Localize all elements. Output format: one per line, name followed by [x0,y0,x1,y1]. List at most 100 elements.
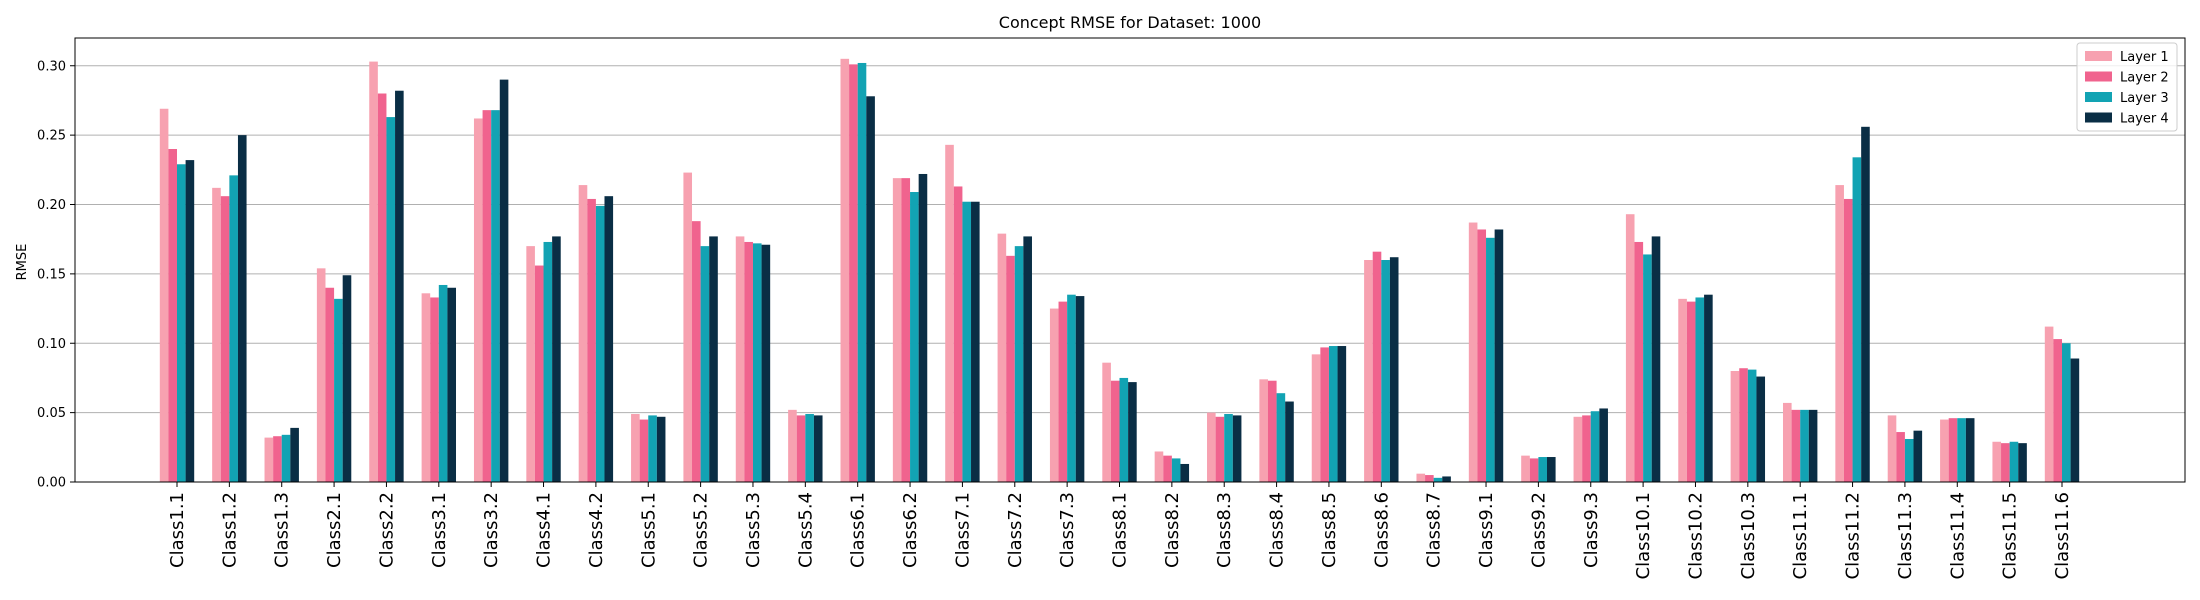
bar-Class7.3-layer-3 [1067,294,1076,482]
x-tick-label: Class8.4 [1267,492,1288,568]
bar-Class11.5-layer-1 [1992,441,2002,482]
legend-box [2076,42,2178,132]
bar-Class5.2-layer-3 [700,246,710,482]
bar-Class8.2-layer-1 [1154,451,1164,482]
bar-Class5.3-layer-3 [752,243,762,482]
bar-Class3.1-layer-3 [438,284,448,482]
bar-Class11.6-layer-3 [2062,343,2071,482]
bar-Class6.2-layer-4 [918,173,928,482]
x-tick-label: Class5.3 [743,492,764,568]
legend-label: Layer 2 [2120,71,2169,86]
bar-Class8.7-layer-4 [1442,476,1451,482]
legend-label: Layer 4 [2120,112,2169,127]
bar-Class1.3-layer-1 [264,437,274,482]
bar-Class5.3-layer-2 [744,241,753,482]
bar-Class7.3-layer-4 [1075,296,1085,482]
bar-Class6.1-layer-2 [849,64,858,483]
bar-Class7.1-layer-2 [953,186,963,482]
bar-Class1.3-layer-4 [290,427,299,482]
bar-Class8.5-layer-4 [1337,346,1347,482]
x-tick-label: Class8.5 [1319,492,1340,568]
bar-Class1.2-layer-2 [220,196,230,483]
x-tick-label: Class11.2 [1843,492,1864,579]
bar-Class8.5-layer-3 [1328,346,1338,482]
bar-Class2.1-layer-3 [334,298,343,482]
bar-Class6.2-layer-1 [892,178,902,482]
bar-Class8.3-layer-3 [1224,414,1233,482]
bar-Class10.1-layer-1 [1625,214,1635,482]
x-tick-label: Class7.3 [1057,492,1078,568]
bar-Class10.1-layer-4 [1651,236,1661,482]
bar-Class9.2-layer-1 [1521,455,1530,482]
legend-label: Layer 3 [2120,91,2169,106]
y-tick-label: 0.20 [37,198,66,213]
bar-Class8.6-layer-4 [1389,257,1399,482]
bar-Class10.3-layer-1 [1730,371,1740,482]
bar-Class11.1-layer-1 [1782,402,1792,482]
bar-Class1.2-layer-3 [229,175,238,483]
bar-Class8.2-layer-4 [1180,463,1190,482]
bar-Class2.2-layer-1 [369,61,378,483]
bar-Class7.2-layer-4 [1023,236,1032,482]
bar-Class7.3-layer-2 [1058,301,1068,482]
bar-Class4.2-layer-4 [604,196,614,483]
bar-Class8.7-layer-1 [1416,473,1426,482]
bar-Class5.4-layer-3 [805,414,814,482]
y-tick-label: 0.15 [37,267,66,282]
legend: Layer 1 Layer 2 Layer 3 Layer 4 [2076,42,2178,132]
bar-Class10.3-layer-4 [1756,376,1766,482]
bar-Class2.1-layer-1 [316,268,326,482]
bar-Class2.2-layer-3 [386,117,396,483]
bar-Class8.1-layer-4 [1128,382,1137,482]
bar-Class5.4-layer-2 [796,415,806,482]
bar-Class6.1-layer-4 [866,96,875,483]
x-tick-label: Class1.1 [167,492,188,568]
bar-Class5.1-layer-4 [656,416,666,482]
bar-Class4.2-layer-1 [578,185,588,482]
y-tick-label: 0.10 [37,337,66,352]
bar-Class9.1-layer-1 [1468,222,1478,482]
bar-Class11.4-layer-2 [1948,418,1958,482]
bar-Class7.1-layer-1 [945,144,954,482]
bar-Class11.4-layer-3 [1957,418,1966,482]
bar-Class11.2-layer-3 [1852,157,1862,482]
bar-Class8.6-layer-2 [1372,251,1382,482]
bar-Class3.1-layer-4 [447,287,457,482]
bar-Class5.1-layer-2 [639,419,649,482]
bar-Class4.1-layer-1 [526,246,535,482]
y-tick-label: 0.30 [37,59,66,74]
bar-Class9.1-layer-4 [1494,229,1504,482]
bar-Class8.4-layer-1 [1259,379,1268,482]
x-tick-label: Class4.1 [534,492,555,568]
bar-Class6.1-layer-1 [840,58,850,482]
bar-Class3.1-layer-2 [430,297,439,482]
bar-Class9.2-layer-3 [1538,457,1547,482]
bar-Class8.5-layer-1 [1311,354,1321,482]
y-axis-label: RMSE [15,244,30,281]
x-tick-label: Class5.2 [691,492,712,568]
bar-Class5.2-layer-1 [683,172,693,482]
bar-Class9.3-layer-2 [1582,415,1591,482]
bar-Class1.2-layer-1 [212,187,221,482]
bar-Class10.2-layer-1 [1678,298,1687,482]
bar-Class4.2-layer-2 [587,198,596,482]
bar-Class9.3-layer-4 [1599,408,1608,482]
bar-Class11.1-layer-2 [1791,409,1801,482]
bar-Class10.2-layer-4 [1704,294,1713,482]
y-tick-label: 0.00 [37,476,66,491]
bar-Class8.4-layer-2 [1267,380,1277,482]
legend-label: Layer 1 [2120,50,2169,65]
x-tick-label: Class11.4 [1947,492,1968,579]
x-tick-label: Class6.2 [900,492,921,568]
x-tick-label: Class11.1 [1790,492,1811,579]
x-tick-label: Class11.6 [2052,492,2073,579]
bar-Class8.3-layer-1 [1207,412,1216,482]
bar-Class11.3-layer-4 [1913,430,1923,482]
y-tick-label: 0.05 [37,406,66,421]
bar-Class11.2-layer-2 [1843,198,1853,482]
x-tick-label: Class2.2 [376,492,397,568]
bar-Class10.3-layer-3 [1747,369,1757,482]
bar-Class11.3-layer-1 [1887,415,1897,482]
bar-Class9.2-layer-2 [1529,458,1539,482]
bar-Class6.2-layer-3 [910,192,919,482]
